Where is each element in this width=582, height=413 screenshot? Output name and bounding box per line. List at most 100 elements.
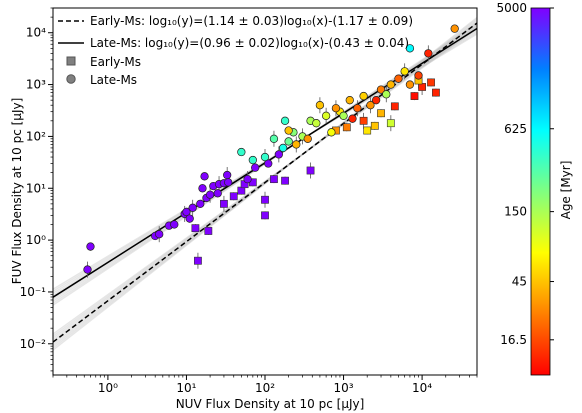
y-tick-label: 10⁻¹	[20, 285, 47, 299]
x-axis-ticks: 10⁰ 10¹ 10² 10³ 10⁴	[52, 375, 478, 395]
late-ms-point	[205, 190, 215, 199]
early-ms-point	[390, 102, 399, 111]
late-ms-point	[269, 134, 279, 143]
early-ms-point	[261, 195, 269, 204]
late-ms-point	[223, 170, 232, 180]
early-ms-point	[237, 186, 246, 195]
late-ms-point	[292, 140, 301, 149]
late-ms-point	[224, 178, 233, 187]
late-ms-point	[321, 111, 331, 120]
colorbar-tick-label: 150	[504, 205, 527, 219]
early-ms-point	[261, 211, 269, 220]
early-ms-point	[370, 121, 379, 130]
late-ms-point	[339, 111, 348, 120]
early-ms-point	[191, 224, 200, 233]
early-ms-point	[359, 116, 368, 125]
late-ms-point	[371, 96, 381, 105]
x-tick-label: 10⁰	[98, 381, 118, 395]
early-fit-line	[52, 22, 478, 343]
early-ms-point	[363, 126, 372, 135]
x-tick-label: 10²	[255, 381, 275, 395]
late-ms-point	[405, 80, 415, 89]
late-ms-point	[353, 104, 362, 113]
late-ms-point	[196, 199, 205, 209]
colorbar	[530, 7, 551, 376]
x-tick-label: 10⁴	[412, 381, 432, 395]
late-ms-point	[386, 80, 395, 89]
legend-label-late-marker: Late-Ms	[90, 73, 137, 87]
early-ms-point	[377, 109, 385, 118]
late-ms-point	[155, 230, 164, 239]
late-ms-point	[284, 126, 293, 135]
y-tick-label: 10³	[26, 78, 46, 92]
y-tick-label: 10⁰	[26, 233, 46, 247]
late-ms-point	[264, 159, 273, 168]
y-axis-label: FUV Flux Density at 10 pc [μJy]	[10, 98, 24, 285]
early-ms-point	[342, 123, 351, 132]
late-ms-point	[331, 104, 341, 113]
colorbar-tick-label: 625	[504, 122, 527, 136]
late-ms-point	[280, 116, 290, 125]
late-ms-point	[83, 265, 92, 274]
early-ms-point	[270, 175, 278, 184]
early-ms-point	[427, 78, 435, 87]
legend-swatch-early-marker	[66, 56, 76, 66]
y-tick-label: 10²	[26, 129, 46, 143]
legend-swatch-late-marker	[66, 74, 76, 84]
colorbar-tick-label: 45	[512, 275, 527, 289]
late-ms-point	[284, 137, 293, 146]
late-ms-point	[237, 147, 246, 157]
y-tick-label: 10⁻²	[20, 337, 47, 351]
y-tick-label: 10¹	[26, 181, 46, 195]
legend-label-early-marker: Early-Ms	[90, 55, 141, 69]
x-tick-label: 10¹	[176, 381, 196, 395]
early-ms-point	[306, 166, 315, 175]
late-ms-point	[274, 150, 283, 159]
late-ms-point	[182, 207, 191, 217]
late-ms-point	[198, 184, 207, 193]
late-ms-point	[394, 74, 403, 83]
late-ms-point	[345, 96, 354, 105]
x-tick-label: 10³	[334, 381, 354, 395]
late-ms-point	[366, 101, 375, 110]
x-axis-label: NUV Flux Density at 10 pc [μJy]	[176, 397, 365, 411]
late-ms-point	[414, 71, 423, 80]
late-ms-point	[260, 152, 270, 162]
colorbar-tick-label: 16.5	[500, 333, 527, 347]
y-tick-label: 10⁴	[26, 26, 46, 40]
late-ms-point	[213, 189, 222, 198]
early-ms-point	[229, 192, 238, 201]
legend-label-late-fit: Late-Ms: log₁₀(y)=(0.96 ± 0.02)log₁₀(x)-…	[90, 36, 409, 50]
late-ms-point	[312, 119, 321, 128]
early-ms-point	[220, 199, 228, 208]
late-ms-point	[327, 128, 336, 137]
data-points	[83, 24, 459, 274]
late-ms-point	[315, 101, 325, 110]
late-ms-point	[243, 174, 252, 184]
late-ms-point	[248, 155, 257, 165]
late-ms-point	[450, 24, 459, 33]
fit-band-0	[52, 27, 478, 335]
late-ms-point	[348, 114, 357, 123]
late-ms-point	[382, 90, 391, 99]
early-ms-point	[204, 227, 213, 235]
early-ms-point	[432, 88, 440, 97]
early-ms-point	[386, 119, 395, 128]
late-ms-point	[200, 172, 209, 181]
late-ms-point	[86, 242, 95, 251]
late-ms-point	[400, 67, 409, 76]
late-ms-point	[170, 220, 179, 229]
late-ms-point	[303, 134, 312, 143]
early-ms-point	[281, 176, 289, 185]
late-ms-point	[188, 203, 197, 212]
late-ms-point	[185, 214, 194, 223]
y-axis-ticks: 10⁻² 10⁻¹ 10⁰ 10¹ 10² 10³ 10⁴	[20, 7, 53, 372]
colorbar-tick-label: 5000	[496, 1, 527, 15]
late-ms-point	[278, 143, 288, 153]
colorbar-ticks: 5000 625 150 45 16.5	[496, 1, 554, 347]
late-ms-point	[359, 91, 368, 101]
late-ms-point	[251, 163, 260, 172]
legend: Early-Ms: log₁₀(y)=(1.14 ± 0.03)log₁₀(x)…	[58, 14, 413, 87]
late-ms-point	[376, 85, 386, 94]
